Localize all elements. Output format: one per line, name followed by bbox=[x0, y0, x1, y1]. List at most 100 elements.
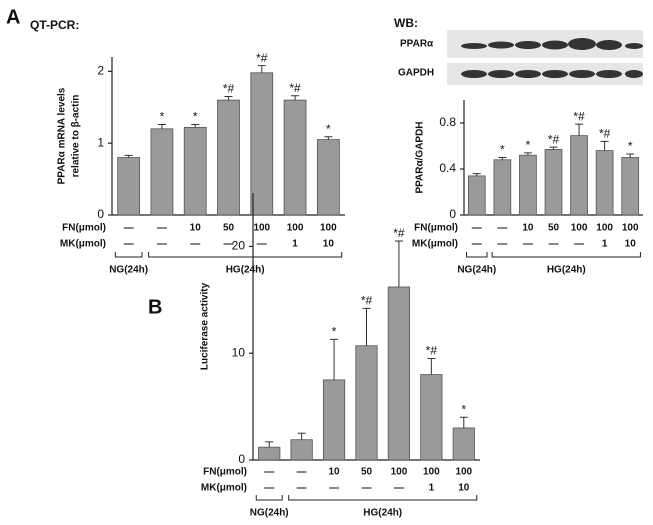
row-cell: — bbox=[549, 239, 559, 250]
row-cell: 100 bbox=[622, 223, 639, 234]
error-bar bbox=[549, 146, 558, 150]
blot-band bbox=[461, 43, 487, 49]
blot-label: GAPDH bbox=[398, 68, 434, 79]
significance-label: *# bbox=[289, 81, 301, 95]
bar bbox=[258, 446, 281, 461]
group-bracket bbox=[466, 252, 488, 258]
row-cell: — bbox=[497, 223, 507, 234]
error-bar bbox=[291, 95, 300, 101]
row-label: FN(μmol) bbox=[203, 467, 247, 478]
error-bar bbox=[157, 124, 166, 129]
row-cell: 100 bbox=[455, 467, 472, 478]
significance-label: *# bbox=[573, 109, 585, 123]
bar bbox=[316, 139, 340, 216]
row-cell: 100 bbox=[253, 223, 270, 234]
group-label: HG(24h) bbox=[363, 508, 402, 519]
y-tick-label: 0 bbox=[238, 452, 245, 466]
group-label: NG(24h) bbox=[250, 508, 289, 519]
row-cell: 100 bbox=[596, 223, 613, 234]
blot-band bbox=[625, 43, 643, 49]
row-cell: 1 bbox=[602, 239, 608, 250]
group-bracket bbox=[148, 252, 343, 258]
bar bbox=[621, 157, 640, 216]
bar bbox=[595, 150, 614, 216]
significance-label: * bbox=[332, 324, 337, 338]
error-bar bbox=[330, 338, 339, 380]
row-cell: — bbox=[157, 239, 167, 250]
significance-label: *# bbox=[393, 226, 405, 240]
row-cell: 50 bbox=[223, 223, 235, 234]
row-cell: 50 bbox=[361, 467, 373, 478]
bar bbox=[570, 135, 588, 216]
row-cell: 100 bbox=[320, 223, 337, 234]
group-bracket bbox=[114, 252, 143, 258]
blot-band bbox=[515, 41, 541, 49]
blot-band bbox=[515, 70, 541, 78]
panel-title: WB: bbox=[394, 16, 418, 30]
significance-label: *# bbox=[361, 294, 373, 308]
significance-label: * bbox=[628, 139, 633, 153]
row-cell: 10 bbox=[458, 483, 470, 494]
blot-band bbox=[569, 70, 595, 78]
panel-title: QT-PCR: bbox=[30, 18, 79, 32]
panel-label: A bbox=[6, 6, 20, 28]
bar bbox=[467, 175, 486, 216]
significance-label: *# bbox=[256, 51, 268, 65]
error-bar bbox=[427, 358, 436, 375]
blot-band bbox=[542, 40, 568, 50]
blot-band bbox=[488, 70, 514, 78]
y-tick-label: 0.8 bbox=[439, 115, 456, 129]
group-bracket bbox=[491, 252, 641, 258]
row-label: MK(μmol) bbox=[412, 239, 458, 250]
bar bbox=[183, 126, 207, 216]
row-cell: 1 bbox=[292, 239, 298, 250]
row-cell: 100 bbox=[287, 223, 304, 234]
row-cell: — bbox=[329, 483, 339, 494]
bar bbox=[117, 157, 141, 216]
error-bar bbox=[257, 65, 266, 73]
row-cell: 10 bbox=[190, 223, 202, 234]
row-cell: 10 bbox=[323, 239, 335, 250]
row-cell: — bbox=[190, 239, 200, 250]
y-axis-label: PPARα mRNA levels bbox=[57, 87, 68, 184]
row-cell: 50 bbox=[548, 223, 560, 234]
row-cell: — bbox=[124, 239, 134, 250]
bar bbox=[544, 149, 563, 216]
significance-label: *# bbox=[548, 132, 560, 146]
blot-band bbox=[596, 70, 622, 78]
error-bar bbox=[297, 432, 306, 440]
bar bbox=[217, 99, 240, 216]
row-cell: — bbox=[297, 483, 307, 494]
error-bar bbox=[394, 240, 403, 287]
error-bar bbox=[523, 152, 532, 156]
row-cell: 10 bbox=[329, 467, 341, 478]
y-tick-label: 0.4 bbox=[439, 161, 456, 175]
row-cell: 100 bbox=[571, 223, 588, 234]
group-label: HG(24h) bbox=[547, 265, 586, 276]
bar bbox=[355, 345, 378, 461]
row-label: MK(μmol) bbox=[201, 483, 247, 494]
blot-band bbox=[488, 41, 514, 49]
error-bar bbox=[600, 140, 609, 151]
error-bar bbox=[575, 123, 584, 136]
blot-band bbox=[596, 40, 622, 50]
bar bbox=[290, 439, 313, 461]
significance-label: * bbox=[500, 143, 505, 157]
row-cell: — bbox=[472, 223, 482, 234]
bar bbox=[387, 286, 411, 461]
y-tick-label: 2 bbox=[97, 64, 104, 78]
significance-label: * bbox=[526, 138, 531, 152]
error-bar bbox=[459, 416, 468, 428]
row-cell: 1 bbox=[429, 483, 435, 494]
blot-band bbox=[542, 70, 568, 78]
row-cell: — bbox=[224, 239, 234, 250]
row-cell: — bbox=[362, 483, 372, 494]
error-bar bbox=[498, 157, 507, 160]
row-cell: — bbox=[472, 239, 482, 250]
row-cell: 100 bbox=[391, 467, 408, 478]
significance-label: *# bbox=[223, 82, 235, 96]
error-bar bbox=[224, 96, 233, 101]
row-cell: — bbox=[574, 239, 584, 250]
row-cell: — bbox=[124, 223, 134, 234]
